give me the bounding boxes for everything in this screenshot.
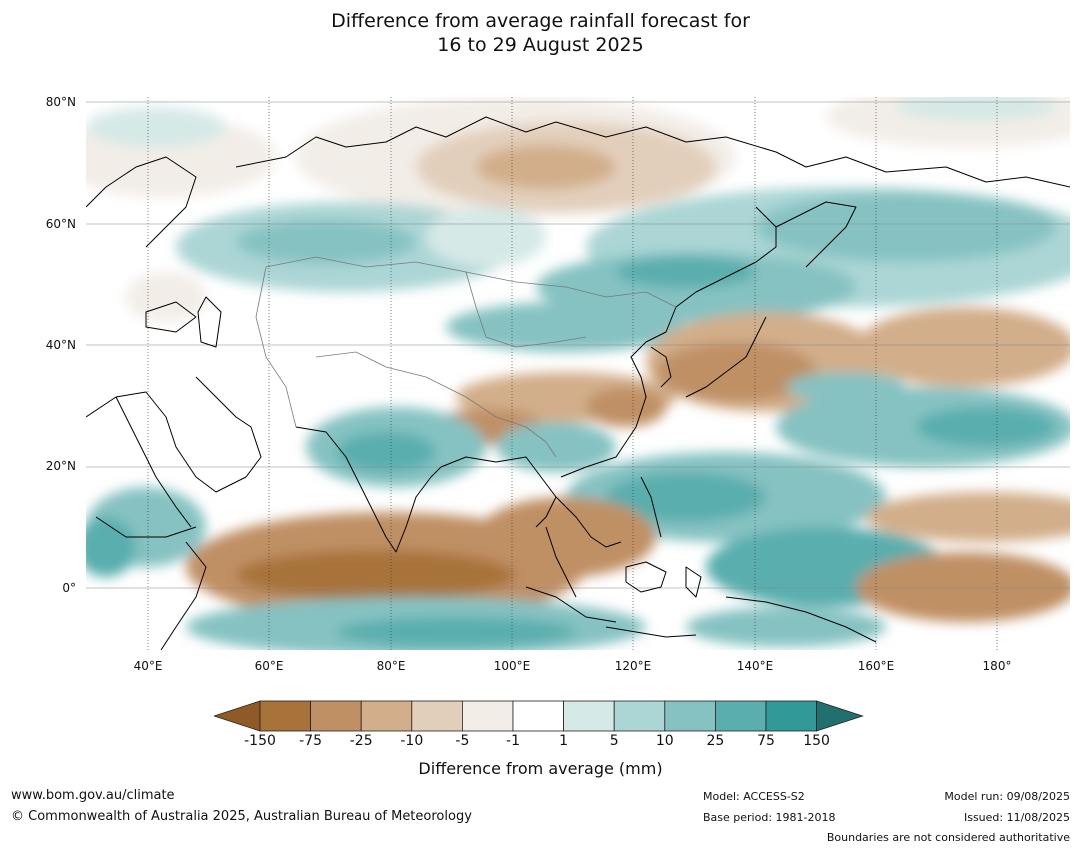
model-run-date: Model run: 09/08/2025 — [944, 790, 1070, 803]
colorbar-swatch — [613, 700, 666, 732]
colorbar-tick-label: 75 — [757, 733, 775, 749]
colorbar-extend-low — [214, 700, 261, 732]
coastlines — [86, 116, 1070, 650]
colorbar-swatch — [765, 700, 817, 732]
colorbar-swatch — [461, 700, 514, 732]
lat-label-80n: 80°N — [45, 95, 76, 109]
colorbar-swatch — [664, 700, 716, 732]
map-title: Difference from average rainfall forecas… — [0, 9, 1081, 57]
lon-label-80e: 80°E — [376, 659, 406, 673]
lat-label-40n: 40°N — [45, 338, 76, 352]
website-link[interactable]: www.bom.gov.au/climate — [11, 788, 175, 803]
lat-label-20n: 20°N — [45, 459, 76, 473]
colorbar-extend-high — [816, 700, 864, 732]
lon-label-160e: 160°E — [857, 659, 895, 673]
lon-label-180: 180° — [982, 659, 1012, 673]
lat-label-60n: 60°N — [45, 217, 76, 231]
issued-date: Issued: 11/08/2025 — [963, 811, 1070, 824]
model-name: Model: ACCESS-S2 — [703, 790, 805, 803]
title-line-1: Difference from average rainfall forecas… — [331, 10, 750, 32]
base-period: Base period: 1981-2018 — [703, 811, 836, 824]
latitude-lines — [86, 101, 1070, 589]
lon-label-120e: 120°E — [614, 659, 652, 673]
colorbar-tick-label: 1 — [559, 733, 569, 749]
lon-label-100e: 100°E — [493, 659, 531, 673]
anomaly-field — [86, 97, 1070, 650]
colorbar-title: Difference from average (mm) — [418, 759, 663, 778]
colorbar-tick-label: -25 — [349, 733, 373, 749]
rainfall-anomaly-map — [86, 97, 1070, 650]
title-line-2: 16 to 29 August 2025 — [437, 34, 644, 56]
boundaries-disclaimer: Boundaries are not considered authoritat… — [826, 831, 1070, 844]
lat-label-equator: 0° — [62, 581, 76, 595]
colorbar-swatch — [563, 700, 615, 732]
colorbar-tick-label: -10 — [400, 733, 424, 749]
colorbar-tick-label: 5 — [609, 733, 619, 749]
lon-label-40e: 40°E — [133, 659, 163, 673]
colorbar-swatch — [411, 700, 463, 732]
graticule — [147, 97, 998, 650]
colorbar-tick-label: 10 — [655, 733, 674, 749]
colorbar-swatch — [310, 700, 362, 732]
colorbar-tick-label: -5 — [455, 733, 470, 749]
colorbar-swatch — [512, 700, 564, 732]
colorbar-tick-label: 150 — [803, 733, 830, 749]
lon-label-140e: 140°E — [736, 659, 774, 673]
colorbar-tick-label: -1 — [506, 733, 520, 749]
country-borders — [255, 256, 677, 458]
lon-label-60e: 60°E — [254, 659, 284, 673]
colorbar-swatch — [714, 700, 767, 732]
colorbar — [214, 700, 864, 732]
colorbar-swatch — [360, 700, 413, 732]
copyright-text: © Commonwealth of Australia 2025, Austra… — [11, 809, 472, 824]
colorbar-tick-label: 25 — [706, 733, 725, 749]
colorbar-tick-label: -75 — [299, 733, 323, 749]
colorbar-tick-label: -150 — [244, 733, 276, 749]
colorbar-swatch — [259, 700, 311, 732]
